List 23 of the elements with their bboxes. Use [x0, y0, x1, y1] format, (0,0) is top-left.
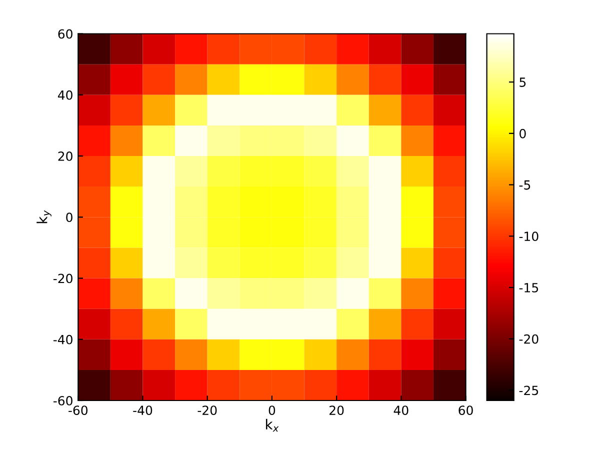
color-bar-label: -10: [519, 232, 538, 242]
x-tick-label: 20: [330, 406, 344, 416]
x-axis-title: k$_{x}$: [266, 418, 279, 432]
color-bar-label: 0: [520, 128, 526, 138]
y-tick-label: -20: [53, 274, 72, 284]
x-tick-label: -40: [133, 406, 152, 416]
x-tick-label: 60: [458, 406, 473, 416]
color-bar-label: -15: [519, 283, 538, 292]
y-tick-label: 60: [58, 29, 72, 39]
color-bar-label: 5: [520, 78, 526, 87]
x-tick-label: -60: [68, 406, 88, 416]
y-tick-label: 20: [58, 151, 72, 161]
color-bar-label: -5: [519, 180, 530, 190]
x-tick-label: 0: [268, 406, 276, 416]
y-tick-label: 40: [58, 90, 72, 100]
y-tick-label: 0: [66, 212, 72, 222]
x-tick-label: 40: [394, 406, 408, 416]
y-tick-label: -60: [53, 396, 72, 406]
x-tick-label: -20: [198, 406, 217, 416]
y-axis-title: k$_{y}$: [36, 210, 52, 224]
color-bar-label: -20: [519, 334, 538, 344]
color-bar-label: -25: [519, 386, 538, 396]
y-tick-label: -40: [53, 334, 72, 344]
